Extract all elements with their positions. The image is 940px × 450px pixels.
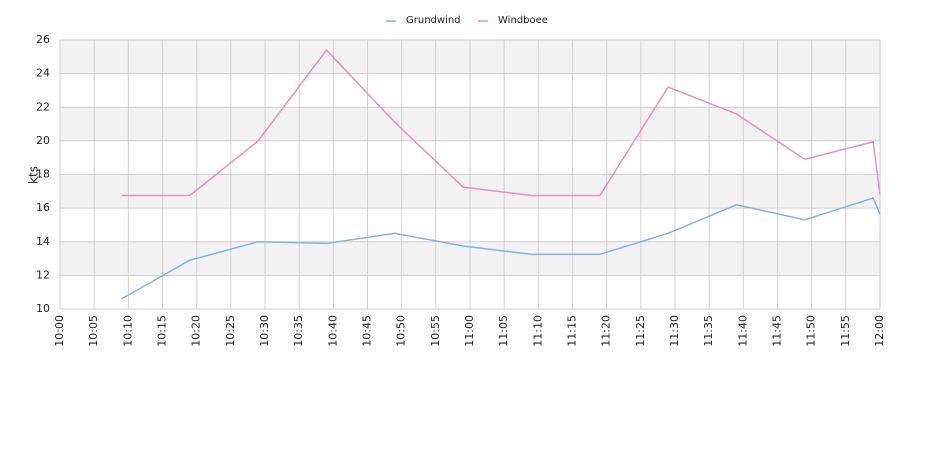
x-tick-label: 10:55 (429, 315, 442, 347)
x-tick-label: 10:20 (190, 315, 203, 347)
x-tick-label: 11:00 (463, 315, 476, 347)
x-tick-label: 10:30 (258, 315, 271, 347)
y-tick-label: 20 (36, 134, 50, 147)
y-tick-label: 14 (36, 235, 50, 248)
x-tick-label: 10:15 (156, 315, 169, 347)
x-tick-label: 10:35 (292, 315, 305, 347)
x-tick-label: 11:05 (497, 315, 510, 347)
y-tick-label: 16 (36, 201, 50, 214)
y-tick-label: 26 (36, 33, 50, 46)
x-tick-label: 11:35 (702, 315, 715, 347)
y-tick-label: 22 (36, 100, 50, 113)
x-tick-label: 12:00 (873, 315, 886, 347)
x-tick-label: 10:05 (87, 315, 100, 347)
x-tick-label: 10:40 (326, 315, 339, 347)
x-tick-label: 10:00 (53, 315, 66, 347)
y-tick-label: 12 (36, 268, 50, 281)
x-tick-label: 11:10 (531, 315, 544, 347)
x-tick-label: 11:45 (771, 315, 784, 347)
x-tick-label: 10:25 (224, 315, 237, 347)
x-tick-label: 10:50 (395, 315, 408, 347)
x-tick-label: 11:40 (736, 315, 749, 347)
x-tick-label: 11:50 (805, 315, 818, 347)
y-tick-label: 10 (36, 302, 50, 315)
x-tick-label: 10:10 (121, 315, 134, 347)
y-axis-label: kts (27, 166, 41, 184)
y-tick-label: 18 (36, 168, 50, 181)
x-tick-label: 11:55 (839, 315, 852, 347)
x-tick-label: 10:45 (361, 315, 374, 347)
x-tick-label: 11:20 (600, 315, 613, 347)
legend-label: Windboee (498, 15, 548, 26)
x-tick-label: 11:30 (668, 315, 681, 347)
series-line (121, 48, 881, 197)
x-tick-label: 11:25 (634, 315, 647, 347)
y-tick-label: 24 (36, 67, 50, 80)
series-line (121, 197, 881, 300)
legend-label: Grundwind (406, 15, 461, 26)
x-tick-label: 11:15 (566, 315, 579, 347)
